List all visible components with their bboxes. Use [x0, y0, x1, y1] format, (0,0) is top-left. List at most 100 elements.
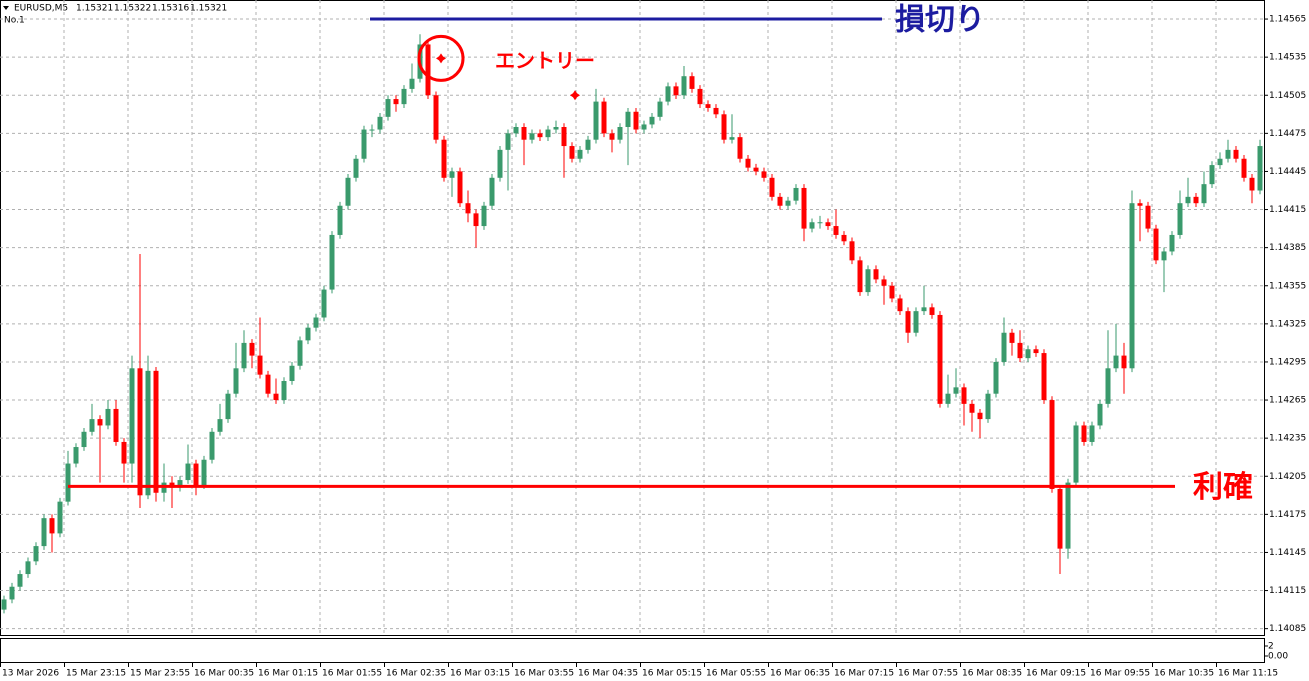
- candle-body: [265, 374, 271, 394]
- header-price: 1.15321: [76, 4, 113, 14]
- x-tick-label: 16 Mar 05:55: [706, 669, 766, 679]
- candle-body: [913, 311, 919, 333]
- candle-body: [705, 104, 711, 108]
- y-tick-label: 1.14415: [1269, 205, 1306, 215]
- indicator-tick-label: 0.00: [1268, 652, 1288, 662]
- candle-body: [1009, 332, 1015, 343]
- candle-body: [73, 447, 79, 464]
- y-tick-label: 1.14535: [1269, 53, 1306, 63]
- candle-body: [449, 171, 455, 178]
- candle-body: [1153, 228, 1159, 261]
- entry-circle: [417, 34, 465, 82]
- y-tick-label: 1.14505: [1269, 91, 1306, 101]
- candle-body: [473, 213, 479, 227]
- candle-body: [593, 101, 599, 140]
- candle-body: [1065, 482, 1071, 549]
- candle-body: [9, 586, 15, 600]
- candle-body: [17, 574, 23, 587]
- candle-body: [649, 116, 655, 125]
- candle-body: [833, 226, 839, 235]
- indicator-tick-label: 2: [1268, 642, 1274, 652]
- x-tick-label: 16 Mar 07:15: [834, 669, 894, 679]
- candle-body: [225, 393, 231, 420]
- candle-body: [1097, 403, 1103, 426]
- candle-body: [569, 146, 575, 159]
- indicator-frame: [0, 638, 1265, 663]
- candle-body: [1201, 184, 1207, 204]
- candle-body: [513, 127, 519, 134]
- y-tick-label: 1.14145: [1269, 548, 1306, 558]
- candle-body: [529, 133, 535, 140]
- candle-body: [1209, 165, 1215, 185]
- x-tick-label: 16 Mar 04:35: [578, 669, 638, 679]
- candle-body: [481, 205, 487, 227]
- x-tick-label: 13 Mar 2026: [2, 669, 59, 679]
- candle-body: [1049, 400, 1055, 489]
- candle-body: [289, 365, 295, 381]
- candle-body: [329, 234, 335, 290]
- candle-body: [801, 187, 807, 229]
- candle-body: [897, 298, 903, 312]
- candle-body: [33, 546, 39, 562]
- x-tick-label: 16 Mar 01:55: [322, 669, 382, 679]
- candle-body: [1225, 149, 1231, 159]
- level-label: 利確: [1193, 470, 1253, 505]
- candle-body: [1129, 203, 1135, 369]
- x-tick-label: 16 Mar 07:55: [898, 669, 958, 679]
- candle-body: [1081, 425, 1087, 442]
- candle-body: [641, 124, 647, 130]
- candle-body: [193, 463, 199, 486]
- plot-frame: [0, 0, 1265, 636]
- candle-body: [441, 139, 447, 178]
- candle-body: [1, 599, 7, 610]
- symbol: EURUSD,M5: [14, 4, 68, 14]
- candle-body: [905, 311, 911, 333]
- candle-body: [873, 269, 879, 280]
- candle-body: [1089, 425, 1095, 442]
- candle-body: [1169, 234, 1175, 252]
- candle-body: [1177, 203, 1183, 235]
- y-tick-label: 1.14325: [1269, 319, 1306, 329]
- x-tick-label: 16 Mar 02:35: [386, 669, 446, 679]
- candle-body: [241, 342, 247, 369]
- y-tick-label: 1.14265: [1269, 396, 1306, 406]
- candle-body: [761, 171, 767, 178]
- x-tick-label: 16 Mar 11:15: [1218, 669, 1278, 679]
- candle-body: [57, 501, 63, 534]
- candle-body: [49, 518, 55, 534]
- candle-body: [1041, 353, 1047, 401]
- candle-body: [665, 86, 671, 102]
- candle-body: [281, 381, 287, 401]
- candle-body: [81, 431, 87, 448]
- candle-body: [881, 279, 887, 286]
- menu-arrow: [3, 6, 9, 10]
- x-tick-label: 16 Mar 01:15: [258, 669, 318, 679]
- header-price: 1.15316: [152, 4, 189, 14]
- x-tick-label: 15 Mar 23:55: [130, 669, 190, 679]
- y-tick-label: 1.14385: [1269, 243, 1306, 253]
- candle-body: [1249, 177, 1255, 191]
- candle-body: [105, 408, 111, 426]
- candle-body: [465, 203, 471, 214]
- candle-body: [433, 95, 439, 140]
- candle-body: [1105, 368, 1111, 404]
- candle-body: [977, 412, 983, 420]
- candle-body: [145, 370, 151, 496]
- candle-body: [921, 307, 927, 312]
- candle-body: [217, 419, 223, 432]
- candle-body: [369, 129, 375, 131]
- candle-body: [401, 88, 407, 105]
- candle-body: [753, 167, 759, 172]
- candle-body: [209, 431, 215, 460]
- level-label: 損切り: [895, 3, 985, 38]
- candle-body: [681, 76, 687, 96]
- candle-body: [1121, 355, 1127, 369]
- candle-body: [177, 480, 183, 488]
- candle-body: [305, 327, 311, 341]
- candle-body: [729, 137, 735, 140]
- candle-body: [97, 419, 103, 426]
- candle-body: [249, 342, 255, 356]
- candle-body: [1257, 146, 1263, 191]
- candle-body: [89, 419, 95, 432]
